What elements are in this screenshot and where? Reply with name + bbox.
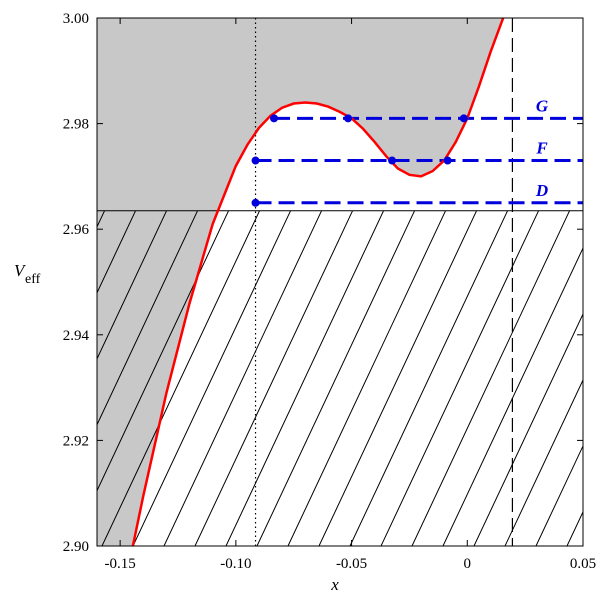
y-tick-label: 2.94 xyxy=(63,328,90,344)
x-tick-label: 0.05 xyxy=(570,556,596,572)
level-d-label: D xyxy=(535,181,548,200)
hatch-line xyxy=(194,210,354,546)
hatch-line xyxy=(318,210,478,546)
y-tick-label: 2.90 xyxy=(63,539,89,555)
x-tick-label: 0 xyxy=(464,556,472,572)
x-tick-label: -0.05 xyxy=(336,556,367,572)
hatch-line xyxy=(97,210,137,294)
y-tick-label: 2.98 xyxy=(63,117,89,133)
hatch-line xyxy=(163,210,323,546)
hatch-line xyxy=(535,444,583,546)
level-g-point xyxy=(344,114,353,123)
hatch-line xyxy=(442,246,583,546)
plot-frame xyxy=(96,17,584,547)
level-f-point xyxy=(251,156,260,165)
x-tick-label: -0.10 xyxy=(220,556,251,572)
hatch-line xyxy=(132,210,292,546)
y-tick-label: 3.00 xyxy=(63,11,89,27)
y-axis-label-subscript: eff xyxy=(25,272,41,287)
hatch-line xyxy=(256,210,416,546)
hatch-line xyxy=(504,378,583,546)
hatch-line xyxy=(411,210,571,546)
hatch-line xyxy=(101,210,261,546)
hatch-line xyxy=(0,211,74,546)
forbidden-region-fill xyxy=(97,18,504,546)
hatch-line xyxy=(349,210,509,546)
hatch-line xyxy=(97,210,199,426)
hatch-line xyxy=(598,211,606,546)
y-tick-label: 2.92 xyxy=(63,433,89,449)
level-g-label: G xyxy=(536,96,549,115)
y-tick-label: 2.96 xyxy=(63,222,90,238)
level-f-label: F xyxy=(535,139,548,158)
level-g-point xyxy=(459,114,468,123)
level-f-point xyxy=(388,156,397,165)
x-tick-label: -0.15 xyxy=(105,556,136,572)
hatch-line xyxy=(97,210,168,360)
y-axis-label: V xyxy=(14,261,27,280)
hatch-line xyxy=(473,312,583,546)
level-g-point xyxy=(270,114,279,123)
x-axis-label: x xyxy=(330,575,339,594)
hatch-line xyxy=(287,210,447,546)
hatch-line xyxy=(225,210,385,546)
level-f-point xyxy=(443,156,452,165)
effective-potential-curve xyxy=(131,18,505,546)
hatch-line xyxy=(0,211,12,546)
level-d-point xyxy=(251,198,260,207)
